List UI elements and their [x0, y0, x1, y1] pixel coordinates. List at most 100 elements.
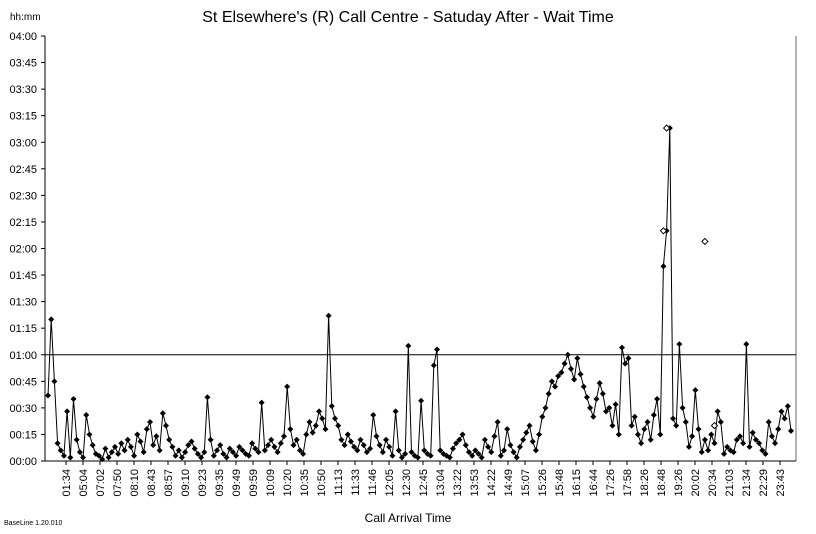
data-point [319, 415, 326, 422]
x-tick-label: 15:07 [520, 469, 532, 497]
x-tick-label: 10:35 [299, 469, 311, 497]
data-point [89, 442, 96, 449]
data-point [217, 442, 224, 449]
data-point [207, 436, 214, 443]
data-point [226, 445, 233, 452]
data-point [64, 408, 71, 415]
data-point [654, 396, 661, 403]
data-point [427, 452, 434, 459]
data-point [108, 449, 115, 456]
data-point [351, 443, 358, 450]
data-point [265, 442, 272, 449]
data-point [354, 447, 361, 454]
data-point [201, 449, 208, 456]
data-point [542, 404, 549, 411]
data-point [536, 431, 543, 438]
data-point [685, 443, 692, 450]
data-point [647, 436, 654, 443]
data-point [478, 454, 485, 461]
x-tick-label: 15:26 [537, 469, 549, 497]
data-point [756, 440, 763, 447]
data-point [615, 431, 622, 438]
x-tick-label: 01:34 [61, 469, 73, 497]
data-point [363, 449, 370, 456]
data-point [392, 408, 399, 415]
y-tick-label: 01:30 [9, 297, 37, 309]
outlier-point [710, 421, 719, 430]
data-point [784, 403, 791, 410]
data-point [437, 447, 444, 454]
data-point [520, 436, 527, 443]
x-tick-label: 20:02 [690, 469, 702, 497]
x-tick-label: 16:15 [571, 469, 583, 497]
data-point [622, 360, 629, 367]
data-point [475, 450, 482, 457]
data-point [124, 436, 131, 443]
outlier-point [701, 237, 709, 246]
data-point [398, 454, 405, 461]
y-tick-label: 02:30 [9, 190, 37, 202]
y-tick-label: 02:45 [9, 164, 37, 176]
y-axis-unit-label: hh:mm [10, 12, 41, 23]
x-tick-label: 08:57 [163, 469, 175, 497]
data-point [405, 342, 412, 349]
data-point [618, 344, 625, 351]
data-point [236, 443, 243, 450]
data-point [740, 440, 747, 447]
data-point [191, 445, 198, 452]
data-point [590, 413, 597, 420]
x-tick-label: 14:49 [503, 469, 515, 497]
x-tick-label: 17:58 [622, 469, 634, 497]
data-point [510, 449, 517, 456]
data-point [689, 433, 696, 440]
data-point [459, 431, 466, 438]
data-point [150, 442, 157, 449]
data-point [772, 440, 779, 447]
data-point [781, 415, 788, 422]
data-point [328, 403, 335, 410]
data-point [143, 426, 150, 433]
y-tick-label: 03:30 [9, 84, 37, 96]
data-point [402, 450, 409, 457]
wait-time-series-line [47, 128, 792, 461]
data-point [290, 442, 297, 449]
x-tick-label: 05:04 [78, 469, 90, 497]
data-point [749, 429, 756, 436]
data-point [102, 445, 109, 452]
outlier-point [662, 124, 671, 132]
data-point [153, 433, 160, 440]
data-point [344, 431, 351, 438]
data-point [277, 440, 284, 447]
data-point [169, 443, 176, 450]
data-point [347, 438, 354, 445]
data-point [612, 401, 619, 408]
data-point [185, 442, 192, 449]
data-point [239, 447, 246, 454]
data-point [111, 443, 118, 450]
data-point [650, 411, 657, 418]
x-tick-label: 09:23 [197, 469, 209, 497]
data-point [462, 442, 469, 449]
data-point [695, 426, 702, 433]
x-tick-label: 13:22 [452, 469, 464, 497]
data-point [316, 408, 323, 415]
data-point [599, 390, 606, 397]
data-point [115, 450, 122, 457]
data-point [634, 431, 641, 438]
data-point [583, 394, 590, 401]
data-point [274, 449, 281, 456]
data-point [178, 454, 185, 461]
data-point [449, 445, 456, 452]
data-point [105, 454, 112, 461]
data-point [552, 383, 559, 390]
data-point [214, 447, 221, 454]
data-point [548, 378, 555, 385]
x-tick-label: 10:50 [316, 469, 328, 497]
data-point [383, 436, 390, 443]
x-tick-label: 07:02 [95, 469, 107, 497]
data-point [561, 360, 568, 367]
data-point [676, 341, 683, 348]
y-tick-label: 01:45 [9, 270, 37, 282]
